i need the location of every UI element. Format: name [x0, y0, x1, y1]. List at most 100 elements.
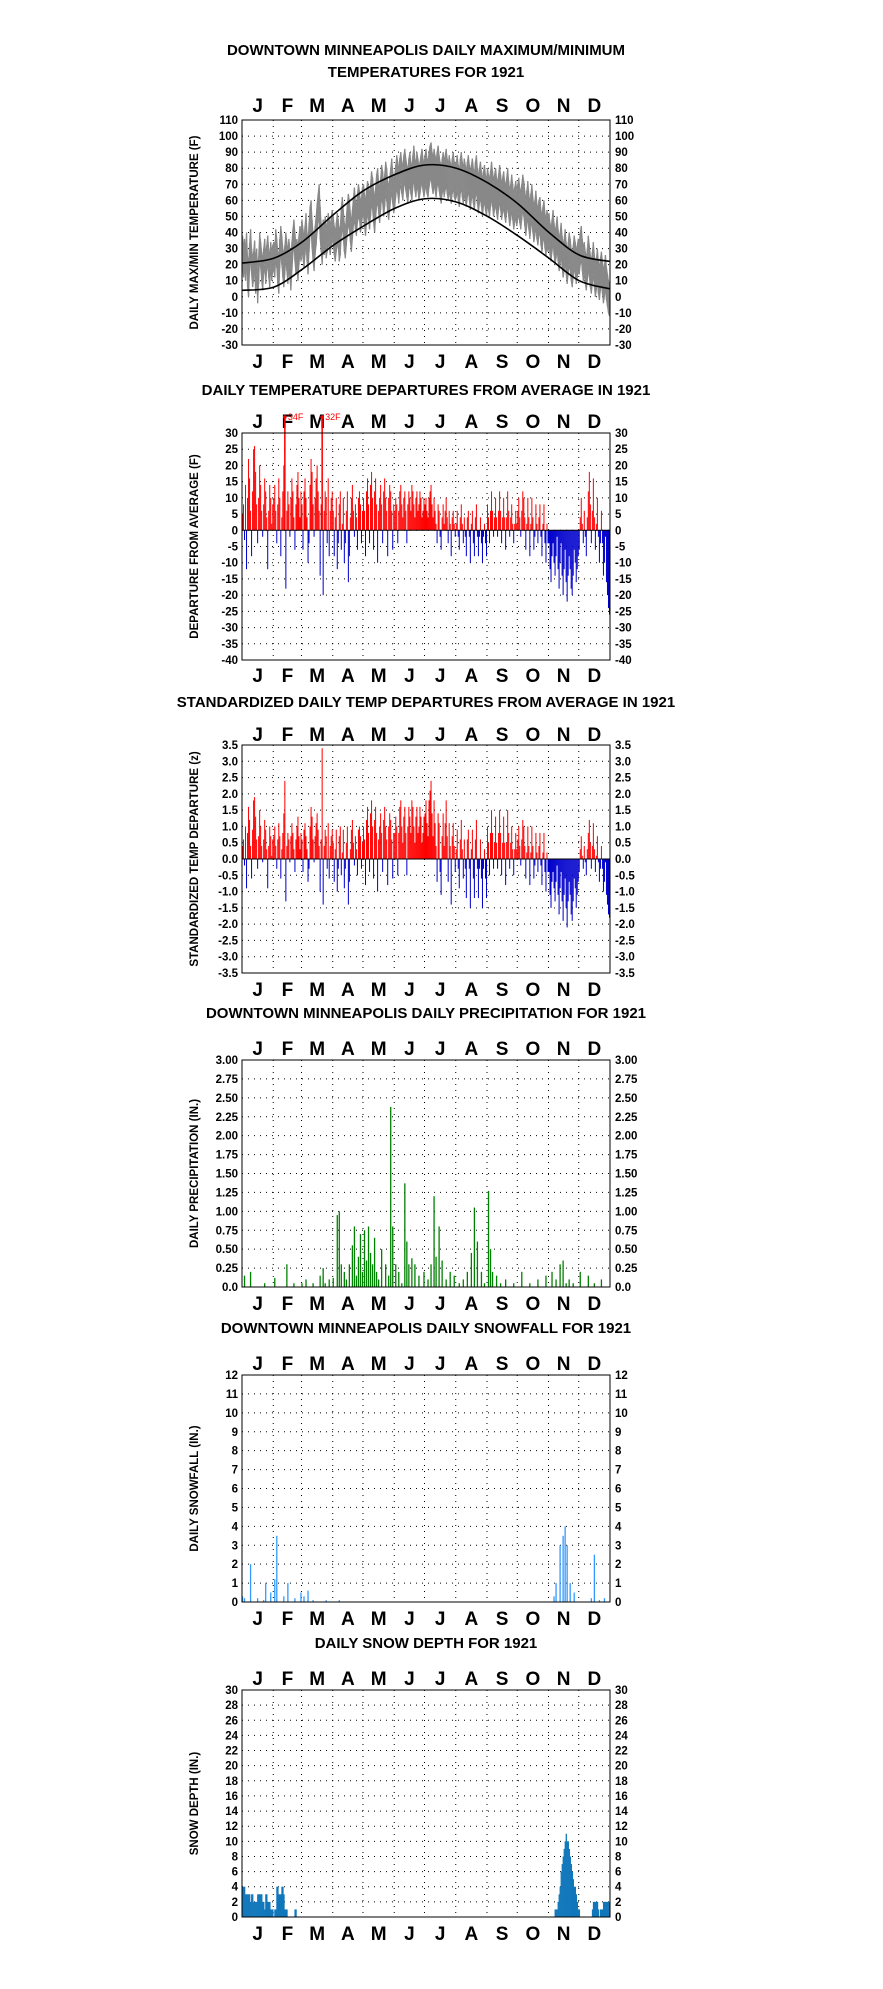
departures-bar	[528, 517, 530, 531]
departures-ytick-left: 5	[232, 509, 239, 521]
departures-bar	[590, 530, 592, 544]
departures-bar	[411, 484, 413, 531]
standardized-bar	[580, 836, 582, 859]
standardized-bar	[576, 859, 578, 895]
departures-bar	[272, 504, 274, 531]
precip-month-label-bottom: M	[371, 1294, 387, 1315]
snowdepth-ytick-right: 0	[615, 1912, 621, 1924]
standardized-bar	[401, 826, 403, 859]
departures-bar	[504, 517, 506, 531]
snowfall-ytick-left: 0	[232, 1597, 238, 1609]
departures-bar	[361, 510, 363, 531]
departures-bar	[329, 510, 331, 531]
departures-bar	[575, 530, 577, 583]
departures-bar	[607, 530, 609, 609]
precip-month-label-top: J	[252, 1039, 263, 1060]
departures-bar	[292, 491, 294, 531]
snowfall-ytick-left: 10	[225, 1408, 238, 1420]
standardized-bar	[416, 806, 418, 859]
standardized-ytick-left: -3.5	[218, 968, 238, 980]
standardized-bar	[525, 859, 527, 879]
departures-ytick-left: -30	[221, 623, 238, 635]
standardized-bar	[497, 859, 499, 869]
standardized-bar	[335, 829, 337, 859]
standardized-bar	[433, 800, 435, 859]
standardized-bar	[446, 836, 448, 859]
standardized-bar	[461, 849, 463, 859]
standardized-bar	[307, 859, 309, 882]
snow-depth-bar	[559, 1886, 561, 1917]
standardized-bar	[368, 832, 370, 859]
standardized-bar	[312, 839, 314, 859]
departures-bar	[405, 510, 407, 531]
departures-ytick-left: -15	[221, 574, 238, 586]
departures-bar	[595, 523, 597, 531]
standardized-bar	[281, 849, 283, 859]
standardized-bar	[452, 823, 454, 859]
standardized-bar	[310, 806, 312, 859]
daily-min-line	[242, 177, 610, 317]
temps-ytick-left: 50	[225, 211, 238, 223]
temps-ytick-left: 100	[219, 131, 238, 143]
departures-bar	[572, 530, 574, 576]
standardized-bar	[545, 859, 547, 892]
standardized-bar	[391, 839, 393, 859]
departures-bar	[437, 504, 439, 531]
precip-ytick-right: 1.75	[615, 1150, 638, 1162]
standardized-bar	[436, 859, 438, 882]
snowdepth-month-label-top: D	[588, 1669, 602, 1690]
departures-bar	[320, 504, 322, 531]
departures-month-label-bottom: D	[588, 666, 602, 687]
departures-month-label-top: M	[371, 412, 387, 433]
snow-depth-bar	[566, 1841, 568, 1917]
departures-bar	[434, 510, 436, 531]
temps-ytick-right: 90	[615, 147, 628, 159]
temps-month-label-bottom: M	[371, 352, 387, 373]
standardized-bar	[266, 849, 268, 859]
temps-month-label-bottom: A	[465, 352, 479, 373]
standardized-bar	[248, 806, 250, 859]
departures-bar	[599, 530, 601, 544]
standardized-bar	[561, 859, 563, 902]
snowfall-plot-frame	[241, 1374, 611, 1603]
standardized-bar	[579, 849, 581, 859]
standardized-bar	[595, 855, 597, 859]
temps-ytick-right: 60	[615, 195, 628, 207]
departures-bar	[541, 530, 543, 557]
precip-ytick-left: 1.00	[216, 1206, 238, 1218]
snowfall-month-label-top: A	[341, 1354, 355, 1375]
snowdepth-ytick-left: 28	[225, 1700, 238, 1712]
departures-bar	[482, 530, 484, 537]
precip-month-label-bottom: J	[404, 1294, 415, 1315]
precip-month-label-top: O	[525, 1039, 540, 1060]
departures-bar	[389, 484, 391, 531]
departures-bar	[249, 478, 251, 531]
snow-depth-bar	[596, 1901, 599, 1917]
departures-bar	[322, 530, 324, 596]
snowdepth-month-label-bottom: J	[252, 1924, 263, 1945]
standardized-bar	[562, 859, 564, 921]
snow-depth-bar	[574, 1886, 577, 1917]
snow-depth-bar	[280, 1894, 282, 1917]
departures-bar	[579, 517, 581, 531]
snowfall-ytick-left: 9	[232, 1427, 238, 1439]
snowfall-month-label-top: N	[557, 1354, 571, 1375]
departures-bar	[479, 517, 481, 531]
standardized-bar	[597, 859, 599, 863]
departures-bar	[277, 504, 279, 531]
departures-bar	[377, 530, 379, 563]
standardized-bar	[449, 845, 451, 859]
standardized-bar	[575, 859, 577, 908]
precip-month-label-bottom: A	[465, 1294, 479, 1315]
snow-depth-bar	[244, 1886, 246, 1917]
departures-bar	[413, 504, 415, 531]
standardized-bar	[293, 849, 295, 859]
departures-bar	[331, 491, 333, 531]
snow-depth-bar	[263, 1901, 265, 1917]
standardized-bar	[342, 829, 344, 859]
departures-month-label-bottom: A	[465, 666, 479, 687]
departures-bar	[493, 530, 495, 537]
standardized-ytick-left: -2.5	[218, 935, 238, 947]
snowfall-ytick-right: 8	[615, 1446, 622, 1458]
standardized-chart: STANDARDIZED DAILY TEMP DEPARTURES FROM …	[177, 694, 675, 1001]
